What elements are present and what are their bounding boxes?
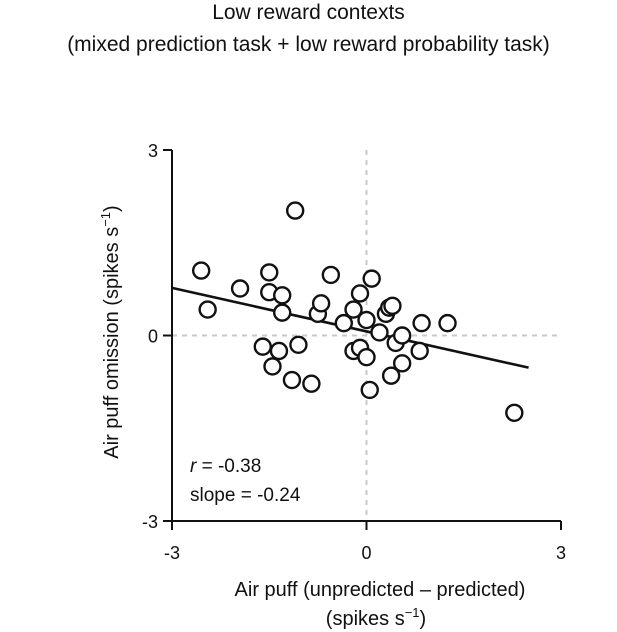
data-points [191,201,524,422]
axes [163,149,562,530]
data-point [269,341,289,361]
chart-title: Low reward contexts [212,1,405,24]
r-stat: r = -0.38 [190,456,261,477]
data-point [357,310,376,330]
data-point [273,303,292,322]
data-point [344,300,363,319]
data-point [362,269,381,288]
y-tick-label: 3 [148,141,158,161]
data-point [334,313,354,333]
slope-stat: slope = -0.24 [190,485,301,506]
data-point [311,294,331,313]
data-point [321,265,341,285]
data-point [191,261,211,280]
data-point [370,323,389,342]
data-point [263,357,282,376]
x-axis-unit: (spikes s−1) [326,605,426,630]
chart-subtitle: (mixed prediction task + low reward prob… [67,33,550,56]
data-point [289,335,308,354]
x-unit-superscript: −1 [405,605,420,620]
x-unit-close: ) [420,608,427,630]
x-axis-label: Air puff (unpredicted – predicted) [235,579,526,601]
y-label-text: Air puff omission (spikes s [101,227,123,459]
data-point [392,326,412,345]
data-point [302,374,321,393]
x-tick-label: -3 [164,543,180,563]
y-axis-label: Air puff omission (spikes s−1) [98,205,123,458]
data-point [350,284,370,303]
zero-lines [172,150,561,521]
y-tick-label: 0 [148,327,158,347]
y-unit-superscript: −1 [98,212,113,227]
data-point [360,380,379,400]
x-tick-label: 0 [361,543,371,563]
x-unit-text: (spikes s [326,608,405,630]
data-point [285,201,305,220]
data-point [410,341,429,361]
r-value: = -0.38 [196,456,261,477]
data-point [381,366,401,385]
data-point [505,403,524,422]
data-point [198,300,217,319]
data-point [438,313,457,333]
data-point [412,313,431,333]
data-point [230,279,250,298]
data-point [253,337,272,356]
r-symbol: r [190,456,197,477]
data-point [282,370,302,390]
data-point [273,286,292,305]
data-point [383,296,402,316]
tick-labels: -3 0 3 3 0 -3 [142,141,566,563]
data-point [392,354,412,373]
x-tick-label: 3 [556,543,566,563]
y-tick-label: -3 [142,512,158,532]
data-point [260,263,279,282]
data-point [357,347,376,367]
y-unit-close: ) [101,205,123,212]
